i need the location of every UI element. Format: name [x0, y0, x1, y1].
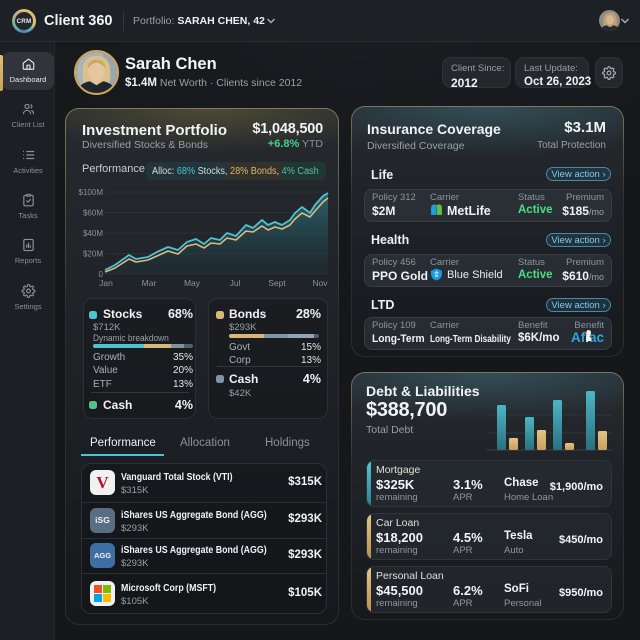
svg-text:Sept: Sept — [268, 278, 286, 288]
svg-text:Jul: Jul — [230, 278, 241, 288]
svg-text:Jan: Jan — [99, 278, 113, 288]
svg-text:$100M: $100M — [79, 188, 104, 197]
svg-text:$40M: $40M — [83, 229, 103, 238]
svg-text:$20M: $20M — [83, 250, 103, 259]
svg-text:Mar: Mar — [142, 278, 157, 288]
svg-text:$60M: $60M — [83, 209, 103, 218]
svg-text:Nov: Nov — [312, 278, 328, 288]
svg-text:0: 0 — [99, 270, 104, 279]
svg-text:May: May — [184, 278, 201, 288]
